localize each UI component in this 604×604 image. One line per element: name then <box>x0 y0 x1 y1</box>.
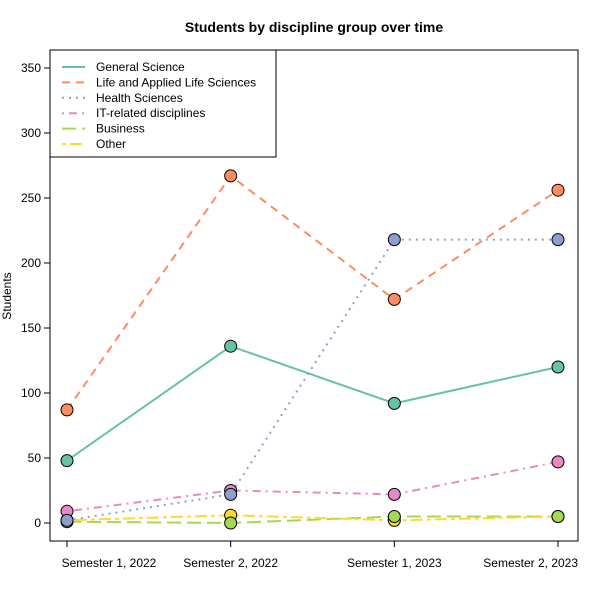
legend-label: Life and Applied Life Sciences <box>96 75 256 89</box>
data-point <box>387 292 401 306</box>
data-point <box>224 339 238 353</box>
legend-label: IT-related disciplines <box>96 106 205 120</box>
series-line-health-sciences <box>66 238 558 522</box>
data-point <box>224 487 238 501</box>
series-line-other <box>66 514 559 522</box>
chart-title: Students by discipline group over time <box>185 19 443 35</box>
series-line-general-science <box>66 345 559 462</box>
data-point <box>224 516 238 530</box>
data-point <box>387 233 401 247</box>
data-point <box>551 183 565 197</box>
data-point <box>387 487 401 501</box>
series-layer <box>66 174 559 525</box>
series-line-it-related-disciplines <box>66 460 559 513</box>
y-tick-label: 300 <box>21 126 41 140</box>
data-point <box>387 510 401 523</box>
points-layer <box>60 169 565 530</box>
series-line-business <box>66 515 558 525</box>
y-axis: 0 50 100 150 200 250 300 350 <box>21 61 50 530</box>
y-tick-label: 250 <box>21 191 41 205</box>
x-axis: Semester 1, 2022 Semester 2, 2022 Semester… <box>62 541 578 570</box>
data-point <box>224 169 238 183</box>
y-tick-label: 50 <box>28 451 42 465</box>
legend-label: Business <box>96 122 145 136</box>
x-tick-label: Semester 2, 2022 <box>183 556 278 570</box>
data-point <box>551 510 565 523</box>
data-point <box>60 403 74 417</box>
y-tick-label: 350 <box>21 61 41 75</box>
data-point <box>60 454 74 468</box>
legend-label: Other <box>96 137 126 151</box>
y-tick-label: 100 <box>21 386 41 400</box>
legend-box <box>49 49 277 158</box>
y-axis-label: Students <box>0 272 14 319</box>
data-point <box>60 513 74 527</box>
y-tick-label: 200 <box>21 256 41 270</box>
y-tick-label: 0 <box>34 516 41 530</box>
data-point <box>551 360 565 374</box>
x-tick-label: Semester 1, 2022 <box>62 556 157 570</box>
legend-label: Health Sciences <box>96 91 183 105</box>
series-line-life-and-applied-life-sciences <box>66 174 559 411</box>
x-tick-label: Semester 2, 2023 <box>483 556 578 570</box>
data-point <box>551 455 565 469</box>
data-point <box>551 233 565 247</box>
y-tick-label: 150 <box>21 321 41 335</box>
x-tick-label: Semester 1, 2023 <box>347 556 442 570</box>
data-point <box>387 396 401 410</box>
legend-label: General Science <box>96 60 185 74</box>
plot-frame <box>49 49 579 542</box>
